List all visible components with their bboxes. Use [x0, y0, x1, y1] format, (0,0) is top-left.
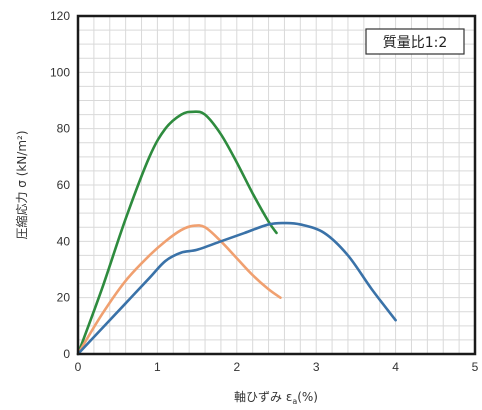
x-axis-label-main: 軸ひずみ ε	[234, 390, 292, 404]
y-tick-label: 60	[57, 178, 71, 192]
y-tick-label: 80	[57, 122, 71, 136]
x-tick-label: 1	[154, 360, 161, 374]
y-tick-label: 100	[50, 65, 70, 79]
annotation-box: 質量比1:2	[365, 28, 465, 55]
x-tick-label: 5	[472, 360, 479, 374]
y-tick-label: 40	[57, 234, 71, 248]
series-line-3	[76, 221, 397, 356]
plot-frame	[76, 14, 477, 356]
y-tick-label: 120	[50, 9, 70, 23]
y-axis-label: 圧縮応力 σ (kN/m²)	[14, 130, 29, 239]
annotation-border	[365, 28, 465, 55]
x-tick-label: 0	[75, 360, 82, 374]
series-line-2	[76, 224, 282, 356]
x-axis-label: 軸ひずみ εa(%)	[234, 390, 318, 406]
y-tick-label: 20	[57, 291, 71, 305]
series-line-1	[76, 110, 278, 356]
y-tick-labels: 0 20 40 60 80 100 120	[50, 9, 70, 361]
x-axis-label-unit: (%)	[297, 390, 318, 404]
x-tick-label: 2	[233, 360, 240, 374]
x-tick-label: 3	[313, 360, 320, 374]
x-tick-label: 4	[392, 360, 399, 374]
x-tick-labels: 0 1 2 3 4 5	[75, 360, 479, 374]
annotation-text: 質量比1:2	[383, 35, 448, 51]
series-layer	[76, 110, 397, 356]
y-tick-label: 0	[63, 347, 70, 361]
x-axis-label-subscript: a	[292, 397, 297, 406]
